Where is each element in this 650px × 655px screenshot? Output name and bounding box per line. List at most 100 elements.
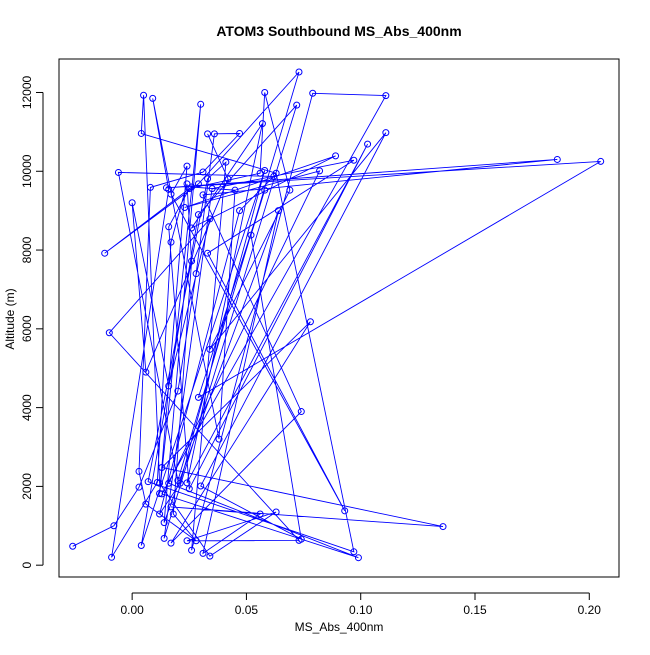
data-point bbox=[309, 89, 317, 97]
data-point bbox=[206, 215, 214, 223]
data-point bbox=[256, 169, 264, 177]
data-point bbox=[236, 207, 244, 215]
data-point bbox=[231, 186, 239, 194]
data-point bbox=[188, 224, 196, 232]
data-point bbox=[114, 168, 122, 176]
data-point bbox=[350, 156, 358, 164]
data-point bbox=[165, 479, 173, 487]
y-tick-label: 6000 bbox=[20, 315, 34, 342]
data-point bbox=[274, 207, 282, 215]
x-tick-label: 0.00 bbox=[120, 603, 144, 617]
data-point bbox=[295, 68, 303, 76]
x-tick-label: 0.05 bbox=[235, 603, 259, 617]
data-point bbox=[183, 537, 191, 545]
y-tick-label: 8000 bbox=[20, 236, 34, 263]
data-point bbox=[210, 130, 218, 138]
data-point bbox=[272, 508, 280, 516]
x-tick-label: 0.20 bbox=[578, 603, 602, 617]
data-point bbox=[188, 257, 196, 265]
x-axis-label: MS_Abs_400nm bbox=[295, 620, 384, 634]
data-point bbox=[222, 158, 230, 166]
data-point bbox=[382, 129, 390, 137]
data-point bbox=[174, 387, 182, 395]
x-tick-label: 0.10 bbox=[349, 603, 373, 617]
data-point bbox=[197, 100, 205, 108]
x-tick-label: 0.15 bbox=[463, 603, 487, 617]
y-axis: 0 2000 4000 6000 8000 10000 12000 bbox=[20, 75, 44, 569]
data-point bbox=[208, 185, 216, 193]
data-point bbox=[194, 211, 202, 219]
data-point bbox=[156, 510, 164, 518]
data-point bbox=[350, 548, 358, 556]
data-point bbox=[332, 152, 340, 160]
data-point bbox=[295, 536, 303, 544]
data-point bbox=[158, 463, 166, 471]
data-point bbox=[364, 140, 372, 148]
y-tick-label: 4000 bbox=[20, 394, 34, 421]
plot-series bbox=[69, 68, 605, 562]
data-point bbox=[135, 467, 143, 475]
data-point bbox=[137, 129, 145, 137]
data-point bbox=[101, 249, 109, 257]
data-point bbox=[206, 552, 214, 560]
data-point bbox=[105, 329, 113, 337]
data-point bbox=[165, 223, 173, 231]
data-point bbox=[158, 490, 166, 498]
data-point bbox=[146, 183, 154, 191]
data-point bbox=[140, 91, 148, 99]
data-point bbox=[188, 546, 196, 554]
data-point bbox=[286, 186, 294, 194]
data-point bbox=[69, 542, 77, 550]
data-point bbox=[194, 180, 202, 188]
data-point bbox=[110, 522, 118, 530]
data-point bbox=[258, 120, 266, 128]
data-point bbox=[247, 231, 255, 239]
data-point bbox=[149, 94, 157, 102]
data-point bbox=[156, 479, 164, 487]
data-point bbox=[204, 175, 212, 183]
data-point bbox=[167, 503, 175, 511]
data-point bbox=[316, 167, 324, 175]
y-tick-label: 0 bbox=[20, 562, 34, 569]
data-point bbox=[169, 510, 177, 518]
data-point bbox=[185, 185, 193, 193]
data-point bbox=[192, 270, 200, 278]
data-point bbox=[165, 382, 173, 390]
data-point bbox=[142, 368, 150, 376]
y-tick-label: 12000 bbox=[20, 75, 34, 109]
data-point bbox=[261, 88, 269, 96]
data-point bbox=[261, 186, 269, 194]
data-point bbox=[215, 435, 223, 443]
chart-title: ATOM3 Southbound MS_Abs_400nm bbox=[216, 23, 461, 39]
data-point bbox=[272, 169, 280, 177]
data-point bbox=[108, 553, 116, 561]
y-tick-label: 2000 bbox=[20, 473, 34, 500]
data-point bbox=[204, 249, 212, 257]
y-tick-label: 10000 bbox=[20, 154, 34, 188]
data-point bbox=[197, 482, 205, 490]
data-point bbox=[297, 408, 305, 416]
data-point bbox=[192, 537, 200, 545]
data-point bbox=[162, 184, 170, 192]
data-point bbox=[293, 101, 301, 109]
data-point bbox=[256, 510, 264, 518]
data-point bbox=[204, 130, 212, 138]
y-axis-label: Altitude (m) bbox=[3, 288, 17, 349]
data-point bbox=[144, 478, 152, 486]
data-point bbox=[206, 345, 214, 353]
data-point bbox=[382, 92, 390, 100]
data-point bbox=[181, 204, 189, 212]
data-point bbox=[597, 157, 605, 165]
data-point bbox=[236, 129, 244, 137]
data-point bbox=[341, 507, 349, 515]
data-point bbox=[167, 190, 175, 198]
data-point bbox=[354, 554, 362, 562]
data-point bbox=[185, 485, 193, 493]
data-point bbox=[135, 483, 143, 491]
data-point bbox=[176, 479, 184, 487]
x-axis: 0.00 0.05 0.10 0.15 0.20 bbox=[120, 592, 602, 617]
series-line bbox=[72, 71, 601, 559]
